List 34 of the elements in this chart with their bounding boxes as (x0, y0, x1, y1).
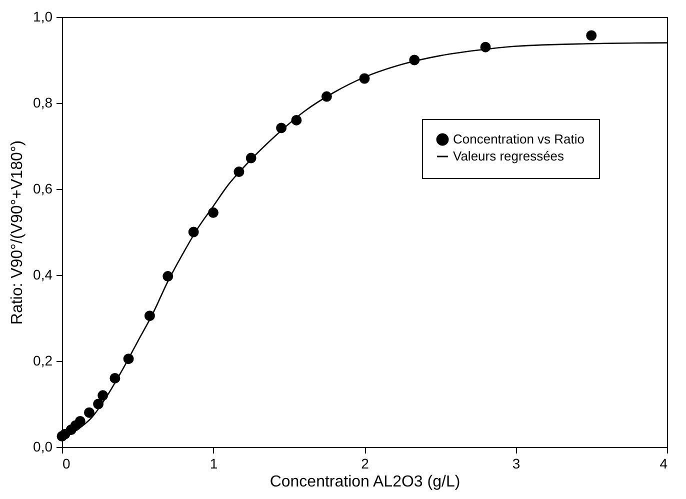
y-axis-title: Ratio: V90°/(V90°+V180°) (9, 140, 26, 325)
point (480, 42, 491, 52)
y-tick-label: 0,2 (33, 352, 53, 368)
point (110, 372, 120, 384)
point (234, 166, 244, 178)
y-tick-label: 1,0 (33, 8, 53, 24)
point (74, 416, 86, 426)
point (188, 226, 199, 238)
x-tick-label: 1 (210, 456, 218, 472)
point (93, 398, 104, 410)
point (84, 407, 94, 418)
y-tick-label: 0,4 (33, 266, 53, 282)
point (291, 114, 302, 126)
point (586, 30, 597, 41)
x-tick-label: 0 (62, 456, 70, 472)
point (144, 310, 155, 322)
point (276, 122, 287, 134)
y-tick-label: 0,8 (33, 94, 53, 110)
point (321, 91, 332, 102)
point (162, 271, 174, 282)
point (98, 390, 108, 401)
point (409, 54, 420, 66)
point (246, 152, 256, 164)
legend-label: Concentration vs Ratio (453, 132, 585, 146)
point (123, 354, 134, 364)
y-tick-label: 0,6 (33, 180, 53, 196)
y-tick-label: 0,0 (33, 438, 53, 454)
point (359, 73, 370, 84)
x-tick-label: 4 (660, 456, 668, 472)
x-axis-title: Concentration AL2O3 (g/L) (270, 474, 460, 490)
legend-label: Valeurs regressées (453, 148, 565, 164)
point (208, 207, 218, 218)
x-tick-label: 2 (361, 456, 370, 472)
x-tick-label: 3 (512, 456, 520, 472)
